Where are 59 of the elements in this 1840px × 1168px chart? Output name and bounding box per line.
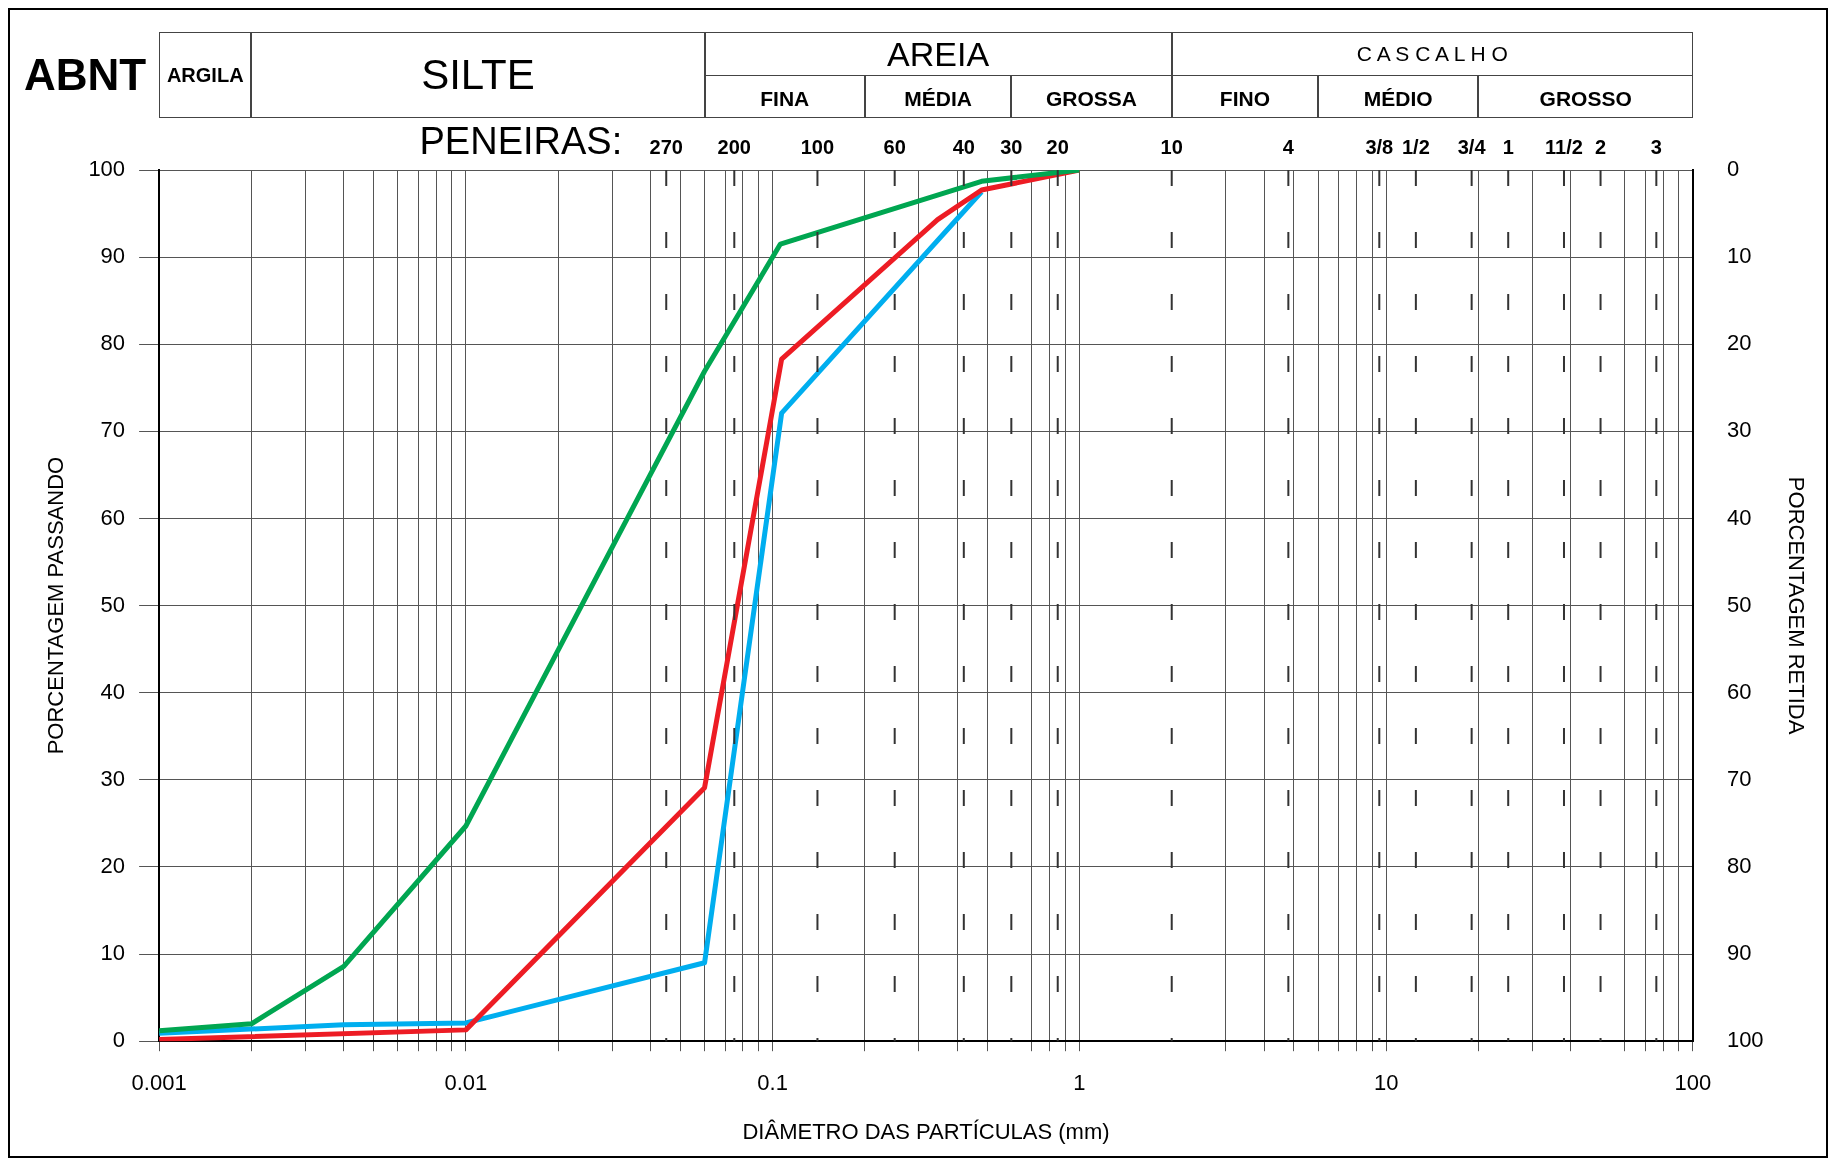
x-tick-label: 10	[1373, 1070, 1399, 1096]
y2-tick-label: 10	[1726, 243, 1752, 269]
y-tick-label: 30	[100, 765, 126, 791]
y-tick-label: 80	[100, 330, 126, 356]
text: GROSSA	[1011, 75, 1172, 118]
text: 1/2	[1401, 136, 1430, 158]
y2-tick-label: 0	[1726, 156, 1740, 182]
text: 2	[1594, 136, 1607, 158]
y2-tick-label: 80	[1726, 853, 1752, 879]
y-tick-label: 60	[100, 504, 126, 530]
x-tick-label: 0.1	[757, 1070, 788, 1096]
y2-tick-label: 60	[1726, 678, 1752, 704]
text: GROSSO	[1478, 75, 1693, 118]
text: 10	[1159, 136, 1184, 159]
y2-tick-label: 50	[1726, 591, 1752, 617]
text: AREIA	[704, 32, 1172, 75]
text: FINO	[1171, 75, 1319, 118]
text: 100	[799, 136, 836, 159]
x-axis-title: DIÂMETRO DAS PARTÍCULAS (mm)	[742, 1118, 1110, 1144]
text: 3/4	[1457, 136, 1486, 158]
text: ARGILA	[159, 32, 252, 118]
text: ABNT	[24, 49, 147, 101]
text: FINA	[704, 75, 865, 118]
y-tick-label: 50	[100, 591, 126, 617]
text: 11/2	[1545, 136, 1583, 158]
text: SILTE	[251, 32, 705, 118]
y-tick-label: 40	[100, 678, 126, 704]
text: 4	[1281, 136, 1295, 159]
x-tick-label: 100	[1674, 1070, 1712, 1096]
text: PENEIRAS:	[419, 120, 623, 163]
y2-tick-label: 30	[1726, 417, 1752, 443]
text: 270	[648, 136, 684, 159]
text: 3	[1649, 136, 1663, 159]
y-axis-title: PORCENTAGEM PASSANDO	[43, 456, 69, 755]
y2-tick-label: 40	[1726, 504, 1752, 530]
text: MÉDIA	[864, 75, 1012, 118]
x-tick-label: 0.01	[444, 1070, 488, 1096]
text: 30	[1000, 136, 1023, 158]
y2-tick-label: 20	[1726, 330, 1752, 356]
text: 20	[1046, 136, 1069, 158]
text: 1	[1502, 136, 1514, 158]
text: C A S C A L H O	[1171, 32, 1693, 75]
text: MÉDIO	[1318, 75, 1479, 118]
y-tick-label: 0	[112, 1027, 126, 1053]
y2-tick-label: 90	[1726, 940, 1752, 966]
y-tick-label: 70	[100, 417, 126, 443]
text: 60	[882, 136, 907, 159]
y-tick-label: 10	[100, 940, 126, 966]
x-tick-label: 1	[1073, 1070, 1086, 1096]
text: 3/8	[1365, 136, 1394, 158]
x-tick-label: 0.001	[131, 1070, 187, 1096]
y-tick-label: 90	[100, 243, 126, 269]
text: 40	[952, 136, 975, 158]
y2-tick-label: 100	[1726, 1027, 1764, 1053]
text: 200	[716, 136, 752, 159]
y-tick-label: 100	[88, 156, 126, 182]
y-tick-label: 20	[100, 853, 126, 879]
y2-tick-label: 70	[1726, 765, 1752, 791]
y2-axis-title: PORCENTAGEM RETIDA	[1783, 476, 1809, 735]
